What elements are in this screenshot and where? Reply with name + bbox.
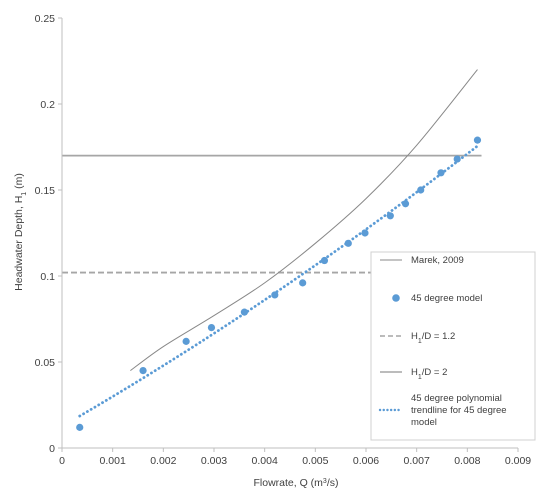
y-tick-label: 0.25 <box>35 13 56 25</box>
model-data-point <box>207 324 216 332</box>
model-data-point <box>453 155 461 163</box>
model-data-point <box>344 239 352 247</box>
y-tick-label: 0 <box>49 443 55 455</box>
x-tick-label: 0.008 <box>454 455 480 467</box>
model-data-point <box>417 186 425 194</box>
legend-hd2-label: H1/D = 2 <box>411 367 447 381</box>
x-tick-label: 0.006 <box>353 455 379 467</box>
x-axis-title: Flowrate, Q (m3/s) <box>253 477 338 489</box>
plot-area <box>62 69 482 431</box>
y-tick-label: 0.1 <box>40 271 55 283</box>
legend-model-marker-swatch <box>392 294 400 302</box>
x-tick-label: 0.005 <box>302 455 328 467</box>
y-tick-label: 0.2 <box>40 99 55 111</box>
model-data-point <box>299 279 307 287</box>
model-data-point <box>473 136 482 144</box>
marek-2009-curve <box>130 69 478 372</box>
x-tick-label: 0.004 <box>252 455 278 467</box>
model-data-point <box>182 337 190 345</box>
x-tick-label: 0.009 <box>505 455 531 467</box>
legend-model-label: 45 degree model <box>411 293 482 304</box>
model-data-point <box>271 291 279 299</box>
model-data-point <box>361 229 369 237</box>
x-tick-label: 0.007 <box>404 455 430 467</box>
model-data-point <box>320 256 329 265</box>
legend-box <box>370 251 536 441</box>
x-tick-label: 0.003 <box>201 455 227 467</box>
model-data-point <box>139 367 147 375</box>
y-axis-title: Headwater Depth, H1 (m) <box>13 173 28 291</box>
legend: Marek, 2009 45 degree model H1/D = 1.2 H… <box>370 251 536 441</box>
model-data-point <box>401 200 410 208</box>
model-data-point <box>386 212 394 220</box>
y-tick-label: 0.05 <box>35 357 56 369</box>
axes: 0 0.001 0.002 0.003 0.004 0.005 0.006 0.007 0.00… <box>35 13 532 467</box>
y-tick-label: 0.15 <box>35 185 56 197</box>
model-data-point <box>437 169 445 177</box>
model-data-point <box>240 308 248 316</box>
legend-hd12-label: H1/D = 1.2 <box>411 331 455 345</box>
x-tick-label: 0.001 <box>100 455 126 467</box>
legend-trendline-label-line-2: trendline for 45 degree <box>411 405 507 416</box>
model-data-point <box>76 423 84 431</box>
legend-trendline-label-line-3: model <box>411 417 437 428</box>
x-tick-label: 0.002 <box>150 455 176 467</box>
legend-marek-label: Marek, 2009 <box>411 255 464 266</box>
x-tick-label: 0 <box>59 455 65 467</box>
legend-trendline-label-line-1: 45 degree polynomial <box>411 393 502 404</box>
